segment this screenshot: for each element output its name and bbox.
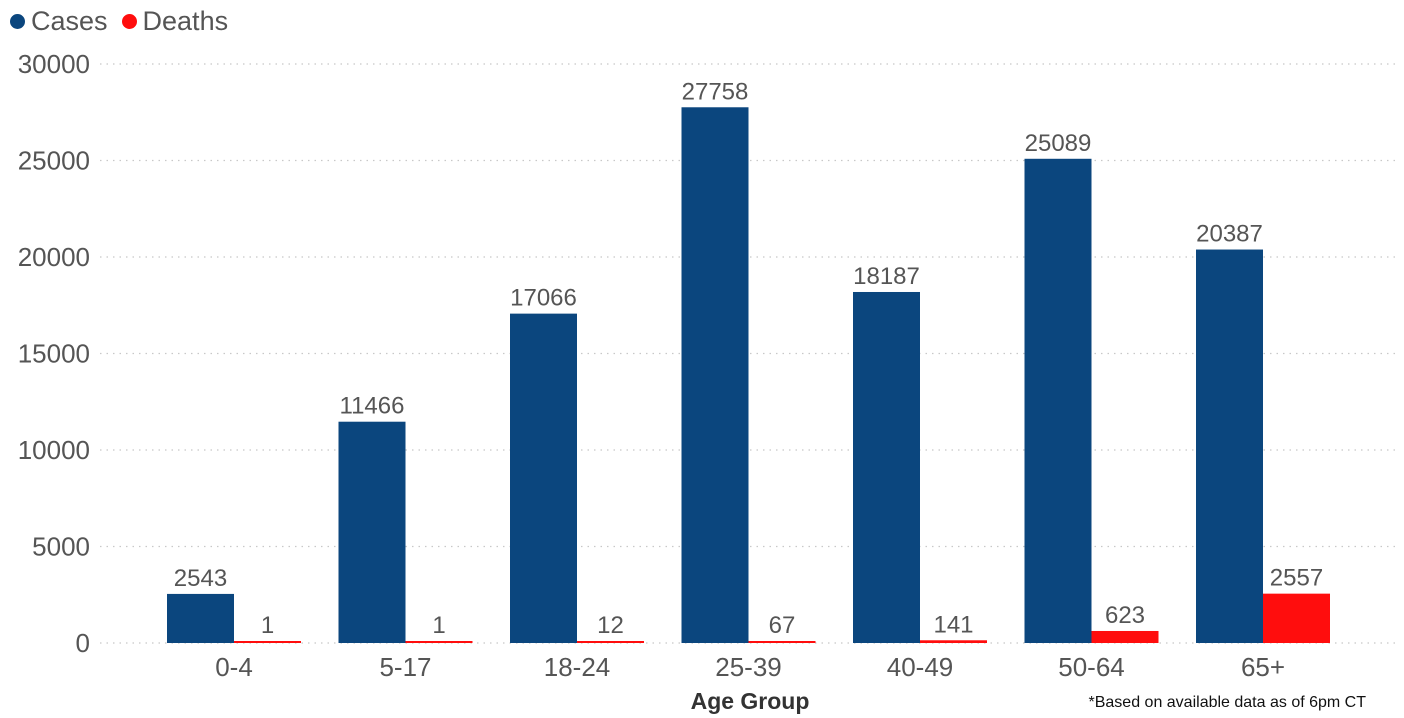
y-tick-label: 20000 bbox=[18, 242, 90, 272]
x-tick-label: 18-24 bbox=[544, 652, 611, 682]
deaths-dot-icon bbox=[121, 14, 137, 29]
data-label-deaths: 141 bbox=[933, 611, 973, 638]
bar-deaths bbox=[234, 641, 301, 643]
bar-deaths bbox=[1263, 593, 1330, 643]
legend-item-cases: Cases bbox=[10, 6, 108, 37]
y-tick-label: 0 bbox=[76, 628, 90, 658]
bar-cases bbox=[1024, 158, 1092, 644]
y-tick-label: 15000 bbox=[18, 339, 90, 369]
bar-cases bbox=[167, 593, 234, 643]
bar-deaths bbox=[920, 640, 987, 643]
bar-cases bbox=[338, 421, 406, 643]
x-tick-label: 50-64 bbox=[1058, 652, 1125, 682]
y-tick-label: 25000 bbox=[18, 146, 90, 176]
x-tick-label: 25-39 bbox=[715, 652, 782, 682]
data-label-deaths: 623 bbox=[1105, 602, 1145, 629]
data-label-deaths: 67 bbox=[769, 612, 796, 639]
data-label-deaths: 1 bbox=[432, 612, 445, 639]
x-tick-label: 40-49 bbox=[887, 652, 954, 682]
bar-cases bbox=[853, 291, 920, 643]
bar-cases bbox=[1196, 249, 1263, 644]
data-label-deaths: 2557 bbox=[1270, 565, 1323, 592]
legend-item-deaths: Deaths bbox=[121, 6, 229, 37]
bar-cases bbox=[681, 107, 749, 643]
footnote: *Based on available data as of 6pm CT bbox=[1088, 694, 1367, 711]
y-tick-label: 30000 bbox=[18, 49, 90, 79]
x-tick-label: 5-17 bbox=[379, 652, 431, 682]
bar-deaths bbox=[1091, 630, 1159, 643]
legend-label-cases: Cases bbox=[31, 6, 108, 36]
data-label-cases: 11466 bbox=[340, 393, 405, 420]
x-axis-title: Age Group bbox=[690, 688, 810, 714]
data-label-cases: 2543 bbox=[174, 565, 227, 592]
bar-deaths bbox=[577, 641, 644, 643]
data-label-cases: 20387 bbox=[1196, 221, 1263, 248]
cases-dot-icon bbox=[10, 14, 25, 29]
data-label-deaths: 1 bbox=[261, 612, 274, 639]
data-label-cases: 17066 bbox=[510, 285, 577, 312]
data-label-cases: 18187 bbox=[853, 263, 920, 290]
data-label-deaths: 12 bbox=[597, 612, 624, 639]
legend-label-deaths: Deaths bbox=[142, 6, 229, 36]
x-tick-label: 0-4 bbox=[215, 652, 253, 682]
bar-cases bbox=[510, 313, 577, 643]
y-tick-label: 5000 bbox=[32, 532, 90, 562]
data-label-cases: 27758 bbox=[682, 78, 749, 105]
data-label-cases: 25089 bbox=[1025, 130, 1092, 157]
x-tick-label: 65+ bbox=[1241, 652, 1285, 682]
bar-deaths bbox=[405, 641, 473, 643]
y-tick-label: 10000 bbox=[18, 435, 90, 465]
legend: Cases Deaths bbox=[10, 6, 242, 37]
bar-deaths bbox=[748, 641, 816, 643]
